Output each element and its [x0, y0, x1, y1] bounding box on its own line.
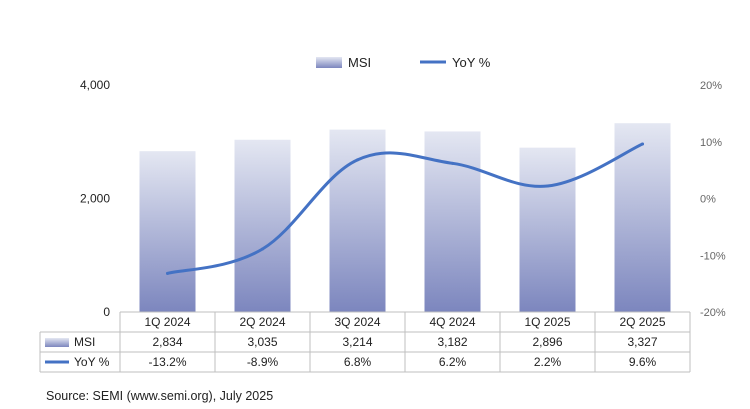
x-tick-label: 2Q 2025 — [619, 315, 665, 329]
x-tick-label: 3Q 2024 — [334, 315, 380, 329]
line-series — [166, 142, 644, 275]
bar-2q-2024 — [234, 139, 291, 312]
right-axis-tick: -10% — [700, 250, 726, 262]
bar-series — [139, 123, 671, 312]
yoy-point-1q-2025 — [546, 184, 549, 188]
data-label: 2,896 — [532, 335, 562, 349]
data-label: 2.2% — [534, 355, 562, 369]
legend-label-msi: MSI — [348, 55, 371, 70]
left-axis-tick: 4,000 — [80, 78, 110, 92]
data-label: -8.9% — [247, 355, 279, 369]
data-label: 3,214 — [342, 335, 372, 349]
x-tick-label: 1Q 2025 — [524, 315, 570, 329]
data-label: 9.6% — [629, 355, 657, 369]
data-label: 3,327 — [627, 335, 657, 349]
x-tick-label: 1Q 2024 — [144, 315, 190, 329]
bar-1q-2024 — [139, 151, 196, 312]
yoy-point-4q-2024 — [451, 161, 454, 165]
data-label: -13.2% — [148, 355, 186, 369]
data-label: 3,035 — [247, 335, 277, 349]
data-label: 6.8% — [344, 355, 372, 369]
left-axis-tick: 0 — [103, 305, 110, 319]
right-axis-tick: -20% — [700, 307, 726, 319]
legend-label-yoy: YoY % — [452, 55, 491, 70]
left-axis-tick: 2,000 — [80, 192, 110, 206]
bar-3q-2024 — [329, 129, 386, 312]
x-tick-label: 4Q 2024 — [429, 315, 475, 329]
legend: MSI YoY % — [316, 55, 491, 70]
table-row-label-yoy: YoY % — [74, 355, 110, 369]
data-label: 2,834 — [152, 335, 182, 349]
x-tick-label: 2Q 2024 — [239, 315, 285, 329]
data-table: 1Q 2024 2Q 2024 3Q 2024 4Q 2024 1Q 2025 2Q 20… — [39, 311, 691, 373]
yoy-point-3q-2024 — [356, 158, 359, 162]
right-axis-tick: 0% — [700, 194, 716, 206]
yoy-line — [166, 142, 644, 275]
source-note: Source: SEMI (www.semi.org), July 2025 — [46, 389, 273, 403]
bar-2q-2025 — [614, 123, 671, 312]
bar-1q-2025 — [519, 147, 576, 312]
data-label: 3,182 — [437, 335, 467, 349]
yoy-point-2q-2025 — [641, 142, 644, 146]
yoy-point-2q-2024 — [261, 247, 264, 251]
right-axis-tick: 20% — [700, 80, 722, 92]
right-axis-tick: 10% — [700, 137, 722, 149]
bar-4q-2024 — [424, 131, 481, 312]
yoy-point-1q-2024 — [166, 271, 169, 275]
table-swatch-msi — [45, 338, 69, 347]
data-label: 6.2% — [439, 355, 467, 369]
legend-swatch-msi — [316, 57, 342, 68]
table-row-label-msi: MSI — [74, 335, 95, 349]
